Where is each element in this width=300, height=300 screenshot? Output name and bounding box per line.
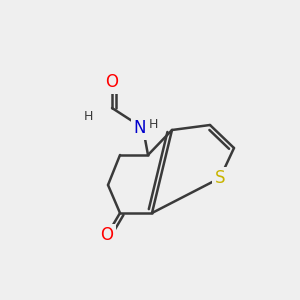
Text: N: N <box>134 119 146 137</box>
Text: O: O <box>106 73 118 91</box>
Text: H: H <box>83 110 93 124</box>
Text: S: S <box>215 169 225 187</box>
Text: H: H <box>148 118 158 131</box>
Text: O: O <box>100 226 113 244</box>
